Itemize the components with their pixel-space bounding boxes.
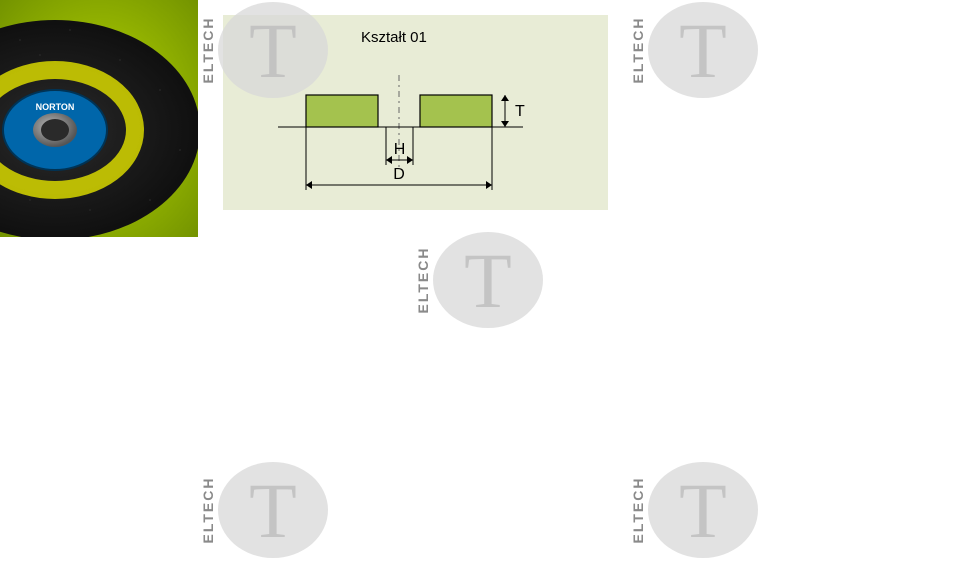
svg-text:T: T xyxy=(679,7,727,94)
shape-diagram-panel: Kształt 01 D H xyxy=(223,15,608,210)
svg-text:ELTECH: ELTECH xyxy=(200,477,216,544)
svg-text:ELTECH: ELTECH xyxy=(200,17,216,84)
watermark-logo: T ELTECH xyxy=(625,0,765,105)
diagram-title: Kształt 01 xyxy=(361,29,427,46)
svg-text:ELTECH: ELTECH xyxy=(630,477,646,544)
dim-label-t: T xyxy=(515,103,525,120)
svg-text:T: T xyxy=(679,467,727,554)
dim-label-d: D xyxy=(393,166,405,183)
watermark-logo: T ELTECH xyxy=(195,455,335,565)
svg-text:T: T xyxy=(249,467,297,554)
svg-text:ELTECH: ELTECH xyxy=(415,247,431,314)
watermark-logo: T ELTECH xyxy=(410,225,550,335)
wheel-brand-text: NORTON xyxy=(36,102,75,112)
svg-text:ELTECH: ELTECH xyxy=(630,17,646,84)
watermark-logo: T ELTECH xyxy=(625,455,765,565)
dim-label-h: H xyxy=(394,141,406,158)
product-photo: NORTON xyxy=(0,0,198,237)
svg-text:T: T xyxy=(464,237,512,324)
